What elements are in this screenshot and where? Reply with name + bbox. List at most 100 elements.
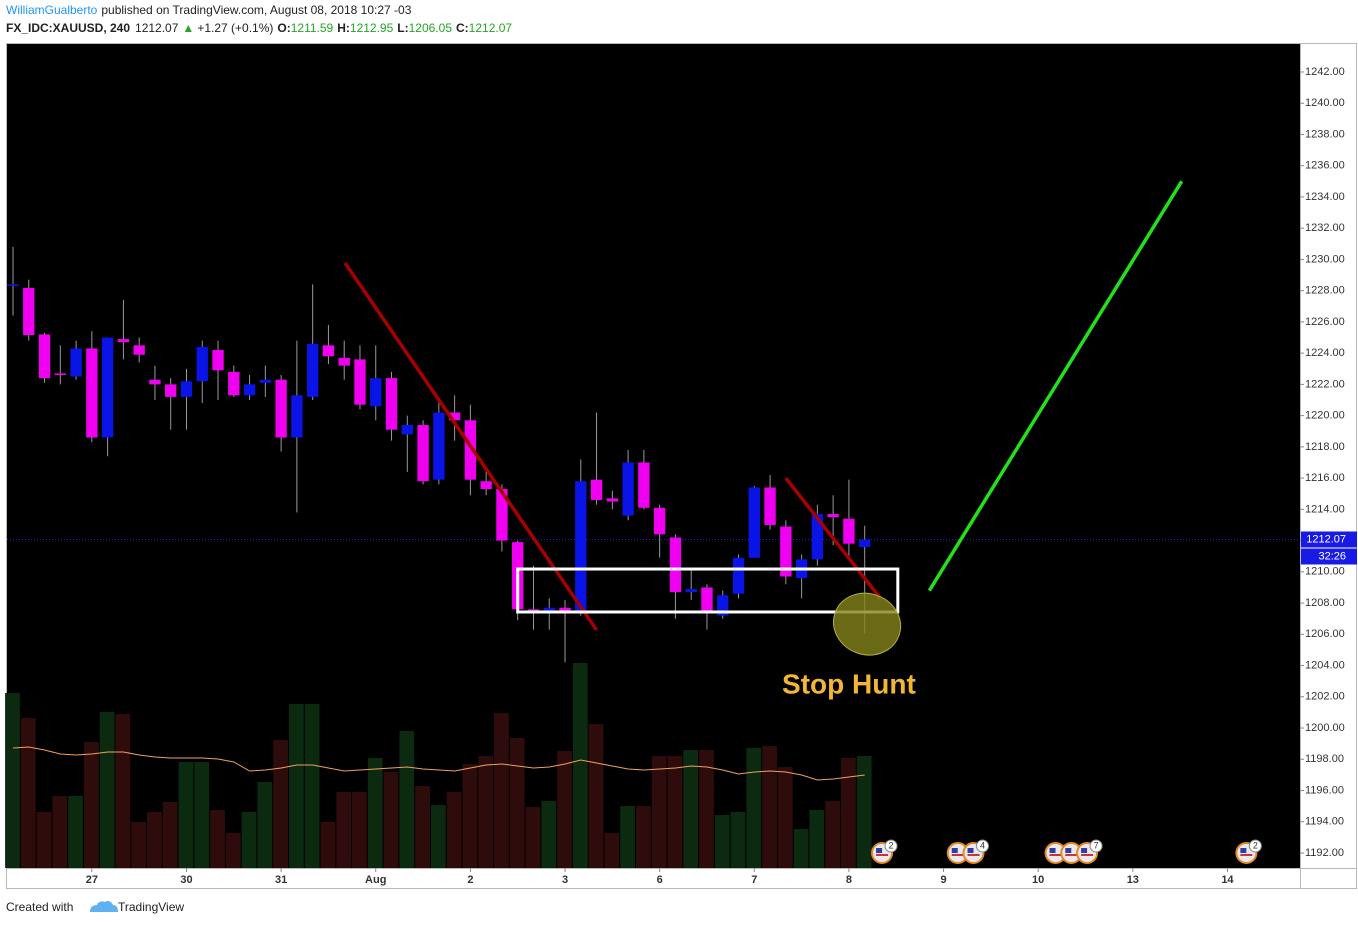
event-stripe — [967, 854, 980, 856]
candle-body — [480, 481, 492, 490]
volume-ma — [12, 746, 865, 781]
volume-bar — [241, 812, 257, 868]
volume-bar — [304, 704, 320, 868]
change: +1.27 (+0.1%) — [197, 21, 273, 35]
volume-bar — [52, 796, 68, 868]
x-tick-label: 27 — [86, 874, 98, 886]
candle-body — [149, 379, 161, 385]
volume-bar — [147, 812, 162, 868]
last-price-box — [1301, 531, 1357, 548]
candle-body — [764, 487, 776, 525]
x-tick-label: 9 — [940, 874, 946, 886]
candle-body — [196, 346, 208, 382]
x-tick-label: 10 — [1032, 874, 1044, 886]
y-tick-label: 1208.00 — [1305, 597, 1345, 609]
candle-body — [291, 395, 303, 438]
candle-body — [433, 412, 445, 480]
y-tick-label: 1198.00 — [1305, 753, 1344, 765]
candle-body — [669, 537, 682, 593]
x-tick-label: 2 — [467, 874, 473, 886]
event-flag — [1240, 848, 1247, 853]
y-tick-label: 1218.00 — [1305, 441, 1345, 453]
volume-bar — [273, 740, 289, 868]
header-line: WilliamGualberto published on TradingView… — [6, 3, 412, 17]
volume-bar — [20, 718, 36, 868]
y-tick-label: 1228.00 — [1305, 285, 1345, 297]
event-stripe — [1240, 854, 1253, 856]
candle-body — [464, 420, 477, 480]
volume-bar — [383, 772, 399, 868]
volume-bar — [352, 792, 367, 868]
x-tick-label: 3 — [562, 874, 568, 886]
trend-line — [927, 180, 1184, 592]
candle-body — [243, 384, 256, 396]
event-stripe — [951, 854, 964, 856]
volume-bar — [83, 742, 99, 868]
event-count: 7 — [1094, 840, 1099, 850]
author[interactable]: WilliamGualberto — [6, 3, 98, 17]
volume-bar — [714, 815, 730, 868]
candle-body — [180, 381, 193, 397]
y-tick-label: 1202.00 — [1305, 691, 1345, 703]
event-flag — [1049, 848, 1056, 853]
frame — [6, 43, 1357, 889]
candle-body — [827, 514, 839, 518]
candle-body — [701, 587, 713, 613]
y-tick-label: 1222.00 — [1305, 378, 1345, 390]
event-stripe — [876, 854, 889, 856]
open: 1211.59 — [291, 21, 334, 35]
volume-bar — [478, 756, 494, 868]
volume-bar — [462, 764, 478, 868]
candle-body — [859, 539, 871, 547]
volume-bar — [509, 738, 525, 868]
volume-bar — [68, 796, 83, 868]
x-tick-label: 14 — [1221, 874, 1234, 886]
volume-bar — [162, 802, 178, 868]
event-flag — [876, 848, 883, 853]
candle-body — [653, 507, 666, 535]
y-tick-label: 1196.00 — [1305, 784, 1344, 796]
candle-body — [527, 609, 540, 611]
candle-body — [401, 424, 413, 435]
volume-bar — [620, 806, 635, 868]
candle-body — [622, 462, 634, 516]
y-tick-label: 1232.00 — [1305, 222, 1345, 234]
volume-bar — [289, 704, 304, 868]
volume-bar — [825, 801, 841, 868]
candle-body — [306, 343, 319, 397]
candle-body — [811, 514, 824, 560]
volume-bar — [604, 833, 620, 868]
candle-body — [448, 412, 461, 421]
candle-body — [606, 498, 619, 502]
price: 1212.07 — [135, 21, 179, 35]
volume-bar — [115, 714, 131, 868]
volume-bar — [572, 663, 588, 868]
candle-body — [322, 345, 335, 357]
volume-bar — [320, 822, 336, 868]
volume-bar — [430, 805, 446, 868]
event-badge — [884, 839, 898, 853]
volume-bar — [683, 750, 699, 868]
y-tick-label: 1192.00 — [1305, 847, 1344, 859]
candle-body — [638, 462, 650, 508]
volume-bar — [793, 829, 809, 868]
x-tick-label: 31 — [275, 874, 287, 886]
candle-body — [212, 350, 224, 371]
volume-bar — [699, 750, 714, 868]
high-label: H: — [337, 21, 350, 35]
volume-bar — [588, 724, 604, 868]
last-price-label: 1212.07 — [1306, 533, 1346, 545]
volume-bar — [651, 756, 667, 868]
arrow: ▲ — [182, 21, 194, 35]
x-tick-label: 30 — [180, 874, 192, 886]
volume-bar — [446, 792, 462, 868]
candle-body — [354, 359, 366, 405]
event-flag — [1065, 848, 1072, 853]
pane — [7, 44, 1300, 868]
candle-body — [559, 607, 571, 613]
footer-brand[interactable]: TradingView — [118, 900, 184, 914]
candle-body — [732, 557, 745, 594]
low-label: L: — [397, 21, 408, 35]
candle-body — [417, 424, 429, 482]
candle-body — [117, 339, 130, 343]
